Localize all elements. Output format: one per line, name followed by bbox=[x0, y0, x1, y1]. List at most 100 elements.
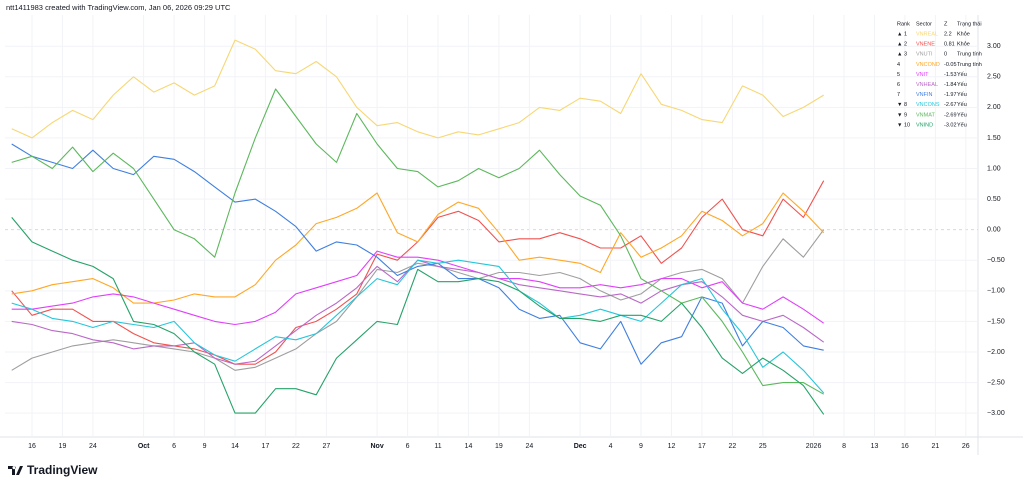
logo-mark bbox=[8, 466, 23, 475]
x-tick-label: Nov bbox=[370, 443, 383, 450]
x-tick-label: 21 bbox=[931, 443, 939, 450]
legend-z: -1.84 bbox=[944, 82, 957, 88]
legend-z: 0.81 bbox=[944, 42, 955, 48]
x-tick-label: Oct bbox=[138, 443, 150, 450]
series-line bbox=[11, 259, 825, 394]
y-tick-label: −2.50 bbox=[987, 379, 1005, 386]
x-tick-label: 25 bbox=[759, 443, 767, 450]
legend-z: -1.97 bbox=[944, 92, 957, 98]
legend-z: 2.2 bbox=[944, 31, 952, 37]
x-tick-label: 26 bbox=[962, 443, 970, 450]
y-tick-label: −1.00 bbox=[987, 288, 1005, 295]
y-tick-label: −2.00 bbox=[987, 349, 1005, 356]
legend-rank: ▼ 9 bbox=[897, 112, 907, 118]
legend-sector: VNREAL bbox=[916, 31, 938, 37]
x-tick-label: 9 bbox=[639, 443, 643, 450]
x-tick-label: 22 bbox=[292, 443, 300, 450]
logo: TradingView bbox=[8, 463, 98, 477]
x-tick-label: 19 bbox=[495, 443, 503, 450]
legend-sector: VNIT bbox=[916, 72, 929, 78]
legend-sector: VNFIN bbox=[916, 92, 933, 98]
y-tick-label: 2.50 bbox=[987, 74, 1001, 81]
x-tick-label: 17 bbox=[262, 443, 270, 450]
legend-sector: VNIND bbox=[916, 122, 933, 128]
legend-z: -3.02 bbox=[944, 122, 957, 128]
legend-rank: ▲ 2 bbox=[897, 42, 907, 48]
legend-sector: VNCOND bbox=[916, 62, 940, 68]
legend-header: Rank bbox=[897, 21, 910, 27]
axes: 3.00 2.50 2.00 1.50 1.00 0.50 0.00 −0.50 −1.00 −1… bbox=[28, 43, 1005, 450]
x-tick-label: 2026 bbox=[806, 443, 822, 450]
series-line bbox=[11, 229, 825, 371]
y-tick-label: −1.50 bbox=[987, 318, 1005, 325]
legend-status: Yếu bbox=[957, 102, 967, 108]
series-line bbox=[11, 143, 824, 365]
legend-header: Z bbox=[944, 21, 948, 27]
series-line bbox=[11, 250, 825, 326]
legend-rank: ▲ 1 bbox=[897, 31, 907, 37]
x-tick-label: 24 bbox=[525, 443, 533, 450]
legend-sector: VNHEAL bbox=[916, 82, 938, 88]
legend-rank: ▼ 8 bbox=[897, 102, 907, 108]
legend-table: Rank Sector Z Trạng thái ▲ 1 VNREAL 2.2 Khỏe ▲ 2… bbox=[897, 21, 982, 128]
y-tick-label: 2.00 bbox=[987, 104, 1001, 111]
legend-rank: 6 bbox=[897, 82, 900, 88]
legend-status: Yếu bbox=[957, 122, 967, 128]
y-tick-label: 0.00 bbox=[987, 227, 1001, 234]
legend-rank: 7 bbox=[897, 92, 900, 98]
x-tick-label: 14 bbox=[231, 443, 239, 450]
x-tick-label: 6 bbox=[172, 443, 176, 450]
legend-rank: 4 bbox=[897, 62, 900, 68]
y-tick-label: 3.00 bbox=[987, 43, 1001, 50]
x-tick-label: 24 bbox=[89, 443, 97, 450]
brand: TradingView bbox=[27, 463, 98, 477]
attribution: ntt1411983 created with TradingView.com,… bbox=[6, 3, 231, 12]
legend-header: Trạng thái bbox=[957, 21, 982, 27]
y-tick-label: −0.50 bbox=[987, 257, 1005, 264]
legend-z: -0.05 bbox=[944, 62, 957, 68]
legend-header: Sector bbox=[916, 21, 932, 27]
x-tick-label: 17 bbox=[698, 443, 706, 450]
legend-z: -1.53 bbox=[944, 72, 957, 78]
legend-status: Khỏe bbox=[957, 41, 970, 48]
y-tick-label: 0.50 bbox=[987, 196, 1001, 203]
x-tick-label: 27 bbox=[322, 443, 330, 450]
x-tick-label: 19 bbox=[59, 443, 67, 450]
series-line bbox=[11, 217, 825, 415]
series-line bbox=[11, 88, 824, 395]
x-tick-label: 11 bbox=[434, 443, 441, 450]
legend-z: -2.67 bbox=[944, 102, 957, 108]
x-tick-label: 14 bbox=[465, 443, 473, 450]
legend-status: Yếu bbox=[957, 92, 967, 98]
x-tick-label: 16 bbox=[28, 443, 36, 450]
legend-status: Trung tính bbox=[957, 52, 982, 58]
x-tick-label: 16 bbox=[901, 443, 909, 450]
x-tick-label: 13 bbox=[871, 443, 879, 450]
y-tick-label: 1.50 bbox=[987, 135, 1001, 142]
legend-sector: VNUTI bbox=[916, 52, 933, 58]
legend-sector: VNMAT bbox=[916, 112, 935, 118]
x-tick-label: 12 bbox=[668, 443, 676, 450]
legend-status: Yếu bbox=[957, 112, 967, 118]
x-tick-label: Dec bbox=[574, 443, 587, 450]
x-tick-label: 9 bbox=[203, 443, 207, 450]
legend-z: 0 bbox=[944, 52, 947, 58]
legend-rank: ▼ 10 bbox=[897, 122, 910, 128]
legend-status: Yếu bbox=[957, 82, 967, 88]
x-tick-label: 8 bbox=[842, 443, 846, 450]
legend-sector: VNENE bbox=[916, 42, 935, 48]
grid bbox=[5, 15, 978, 437]
legend-status: Yếu bbox=[957, 72, 967, 78]
x-tick-label: 4 bbox=[609, 443, 613, 450]
y-tick-label: −3.00 bbox=[987, 410, 1005, 417]
legend-z: -2.69 bbox=[944, 112, 957, 118]
legend-sector: VNCONS bbox=[916, 102, 940, 108]
series-line bbox=[11, 192, 825, 304]
legend-status: Trung tính bbox=[957, 62, 982, 68]
series-line bbox=[11, 39, 824, 139]
legend-rank: 5 bbox=[897, 72, 900, 78]
y-tick-label: 1.00 bbox=[987, 165, 1001, 172]
